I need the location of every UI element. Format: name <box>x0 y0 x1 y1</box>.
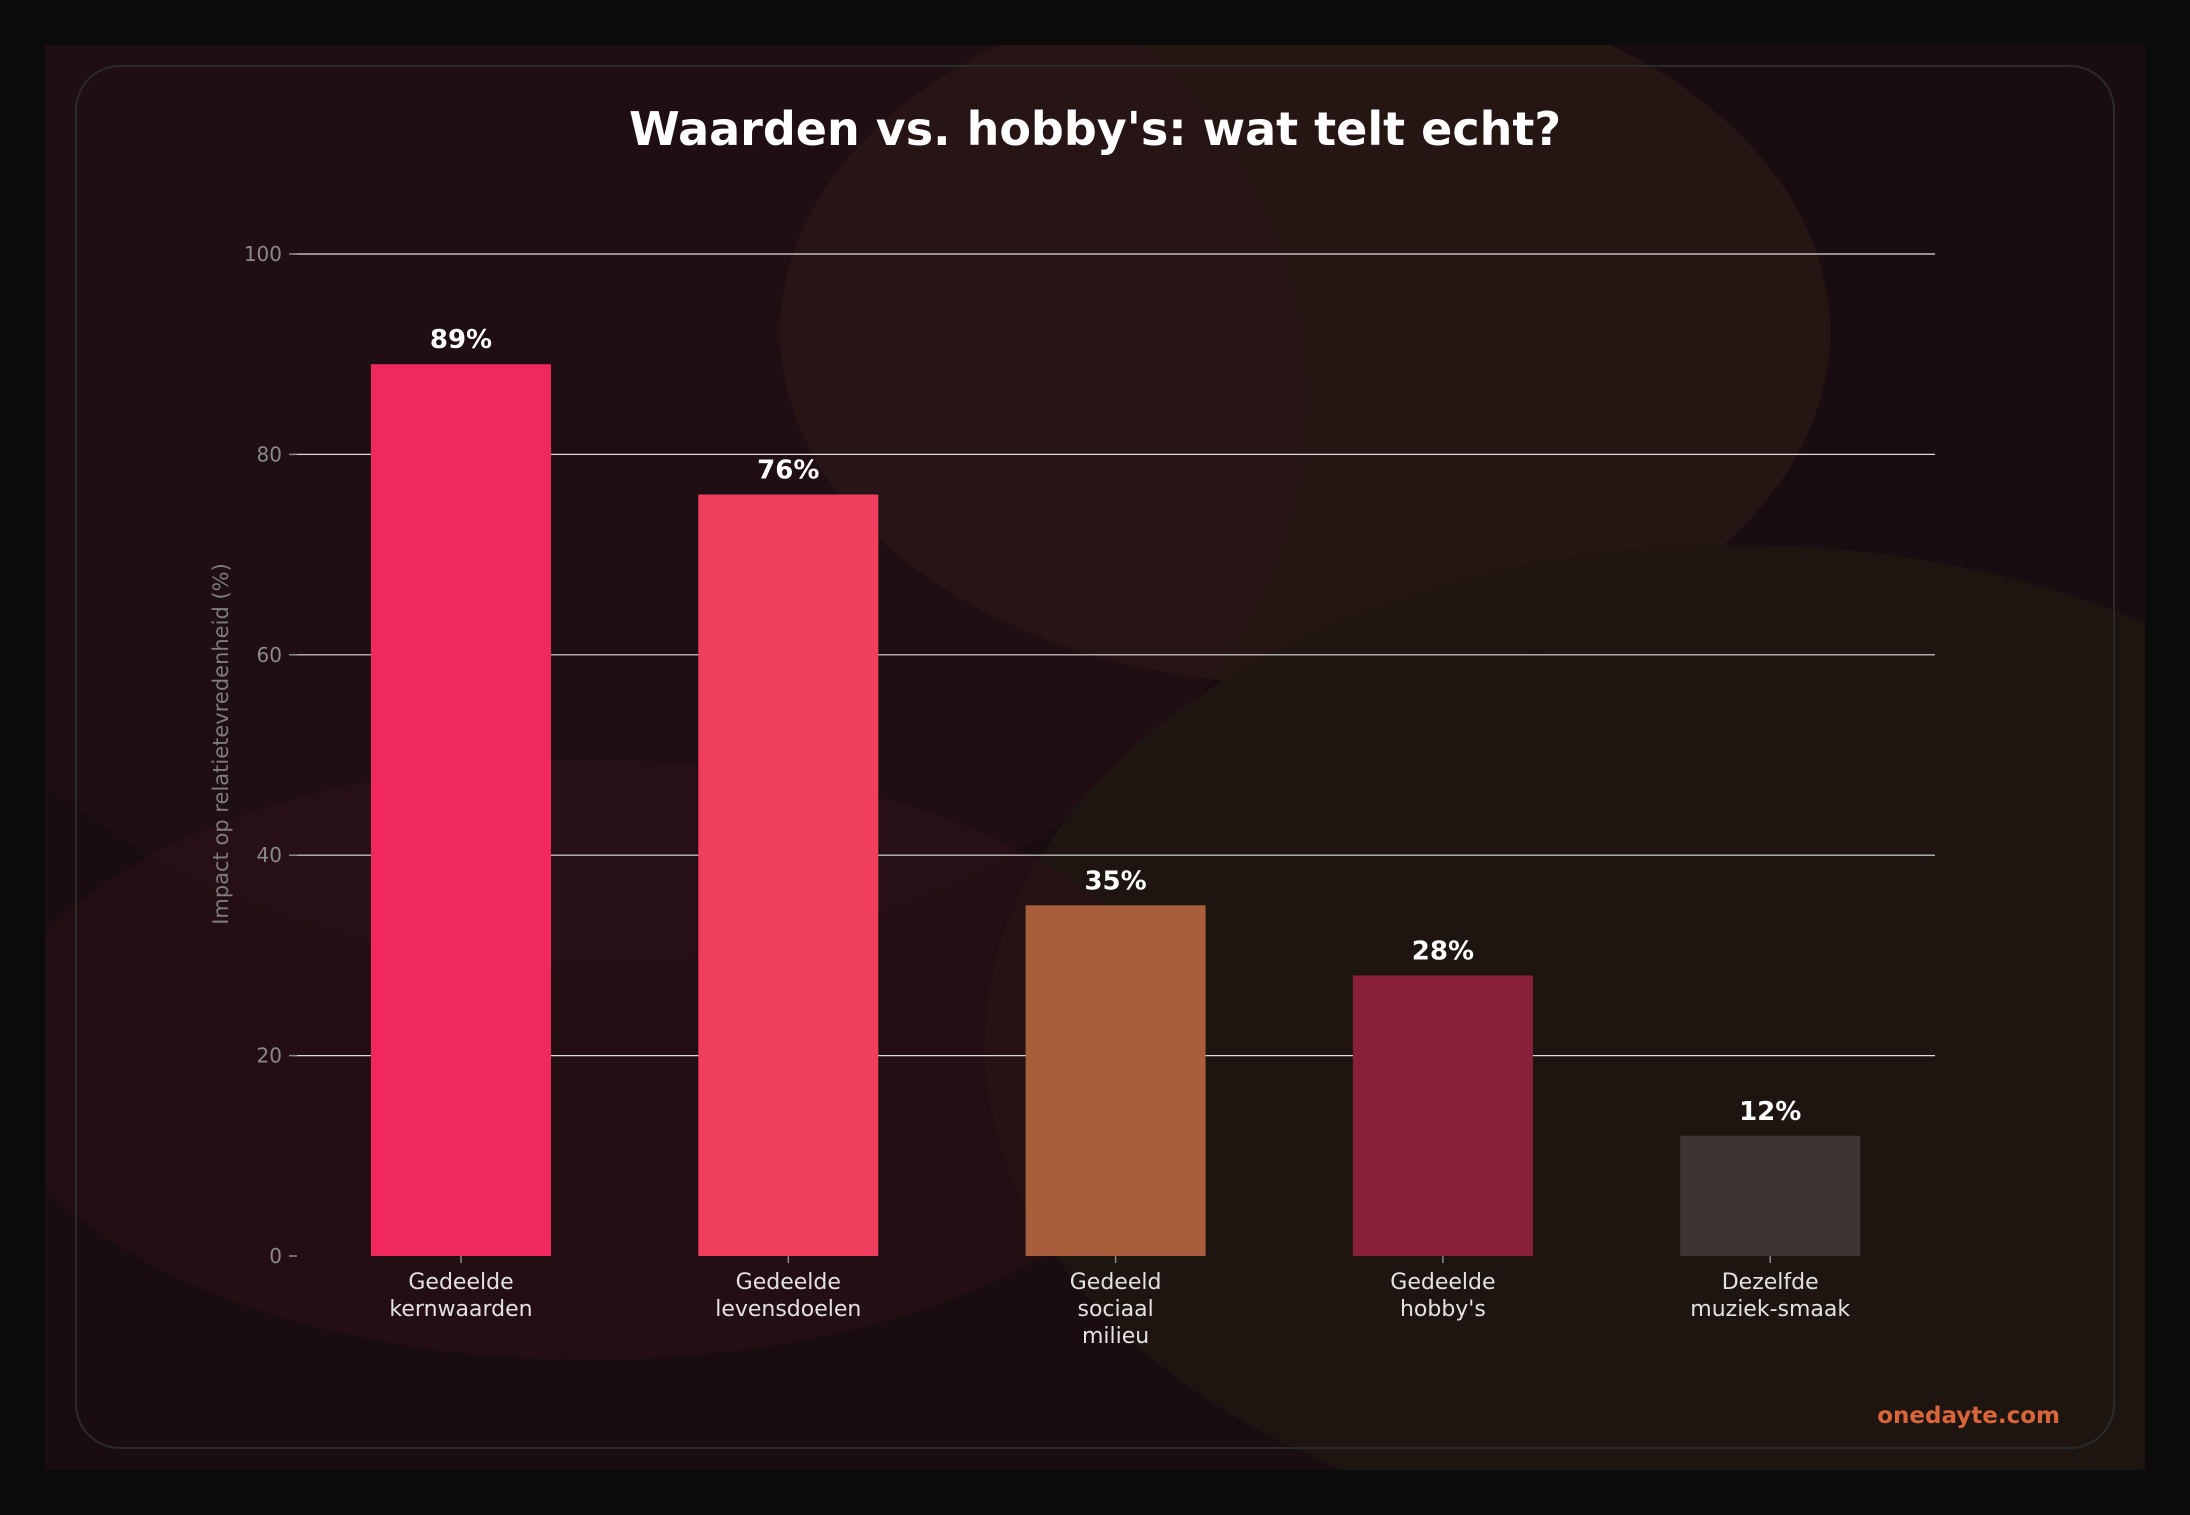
y-tick-label: 80 <box>257 442 282 466</box>
category-label: Gedeelde kernwaarden <box>389 1270 532 1322</box>
category-label-line: Gedeelde <box>408 1270 513 1295</box>
category-label-line: hobby's <box>1400 1297 1486 1322</box>
y-tick-label: 100 <box>244 242 282 266</box>
watermark: onedayte.com <box>1877 1403 2060 1429</box>
bar-1 <box>371 364 551 1257</box>
bar-5 <box>1680 1135 1861 1256</box>
category-label: Gedeeld sociaal milieu <box>1070 1270 1162 1349</box>
data-label: 12% <box>1739 1097 1801 1127</box>
y-tick-label: 40 <box>257 843 282 867</box>
data-label: 76% <box>757 455 819 485</box>
bar-3 <box>1025 905 1206 1256</box>
y-tick-label: 60 <box>257 643 282 667</box>
data-label: 35% <box>1084 866 1146 896</box>
bar-2 <box>698 494 879 1257</box>
bar-4 <box>1352 975 1533 1256</box>
category-label-line: levensdoelen <box>715 1297 861 1322</box>
data-label: 89% <box>430 325 492 355</box>
chart-frame <box>75 65 2115 1449</box>
category-label-line: milieu <box>1082 1324 1149 1349</box>
category-label-line: Gedeelde <box>736 1270 841 1295</box>
y-axis-ticks: 0 20 40 60 80 100 <box>244 242 297 1268</box>
data-labels: 89% 76% 35% 28% 12% <box>430 325 1801 1127</box>
chart-title: Waarden vs. hobby's: wat telt echt? <box>629 102 1561 156</box>
category-label-line: sociaal <box>1077 1297 1153 1322</box>
category-label-line: Dezelfde <box>1722 1270 1819 1295</box>
y-tick-label: 20 <box>257 1044 282 1068</box>
category-label: Gedeelde levensdoelen <box>715 1270 861 1322</box>
category-label: Gedeelde hobby's <box>1390 1270 1495 1322</box>
category-label-line: kernwaarden <box>389 1297 532 1322</box>
category-label: Dezelfde muziek-smaak <box>1690 1270 1850 1322</box>
data-label: 28% <box>1412 936 1474 966</box>
category-label-line: muziek-smaak <box>1690 1297 1850 1322</box>
gridlines <box>293 253 1935 1057</box>
category-label-line: Gedeeld <box>1070 1270 1162 1295</box>
y-axis-label: Impact op relatietevredenheid (%) <box>209 563 233 925</box>
y-tick-label: 0 <box>269 1244 282 1268</box>
category-label-line: Gedeelde <box>1390 1270 1495 1295</box>
bars <box>371 364 1861 1257</box>
